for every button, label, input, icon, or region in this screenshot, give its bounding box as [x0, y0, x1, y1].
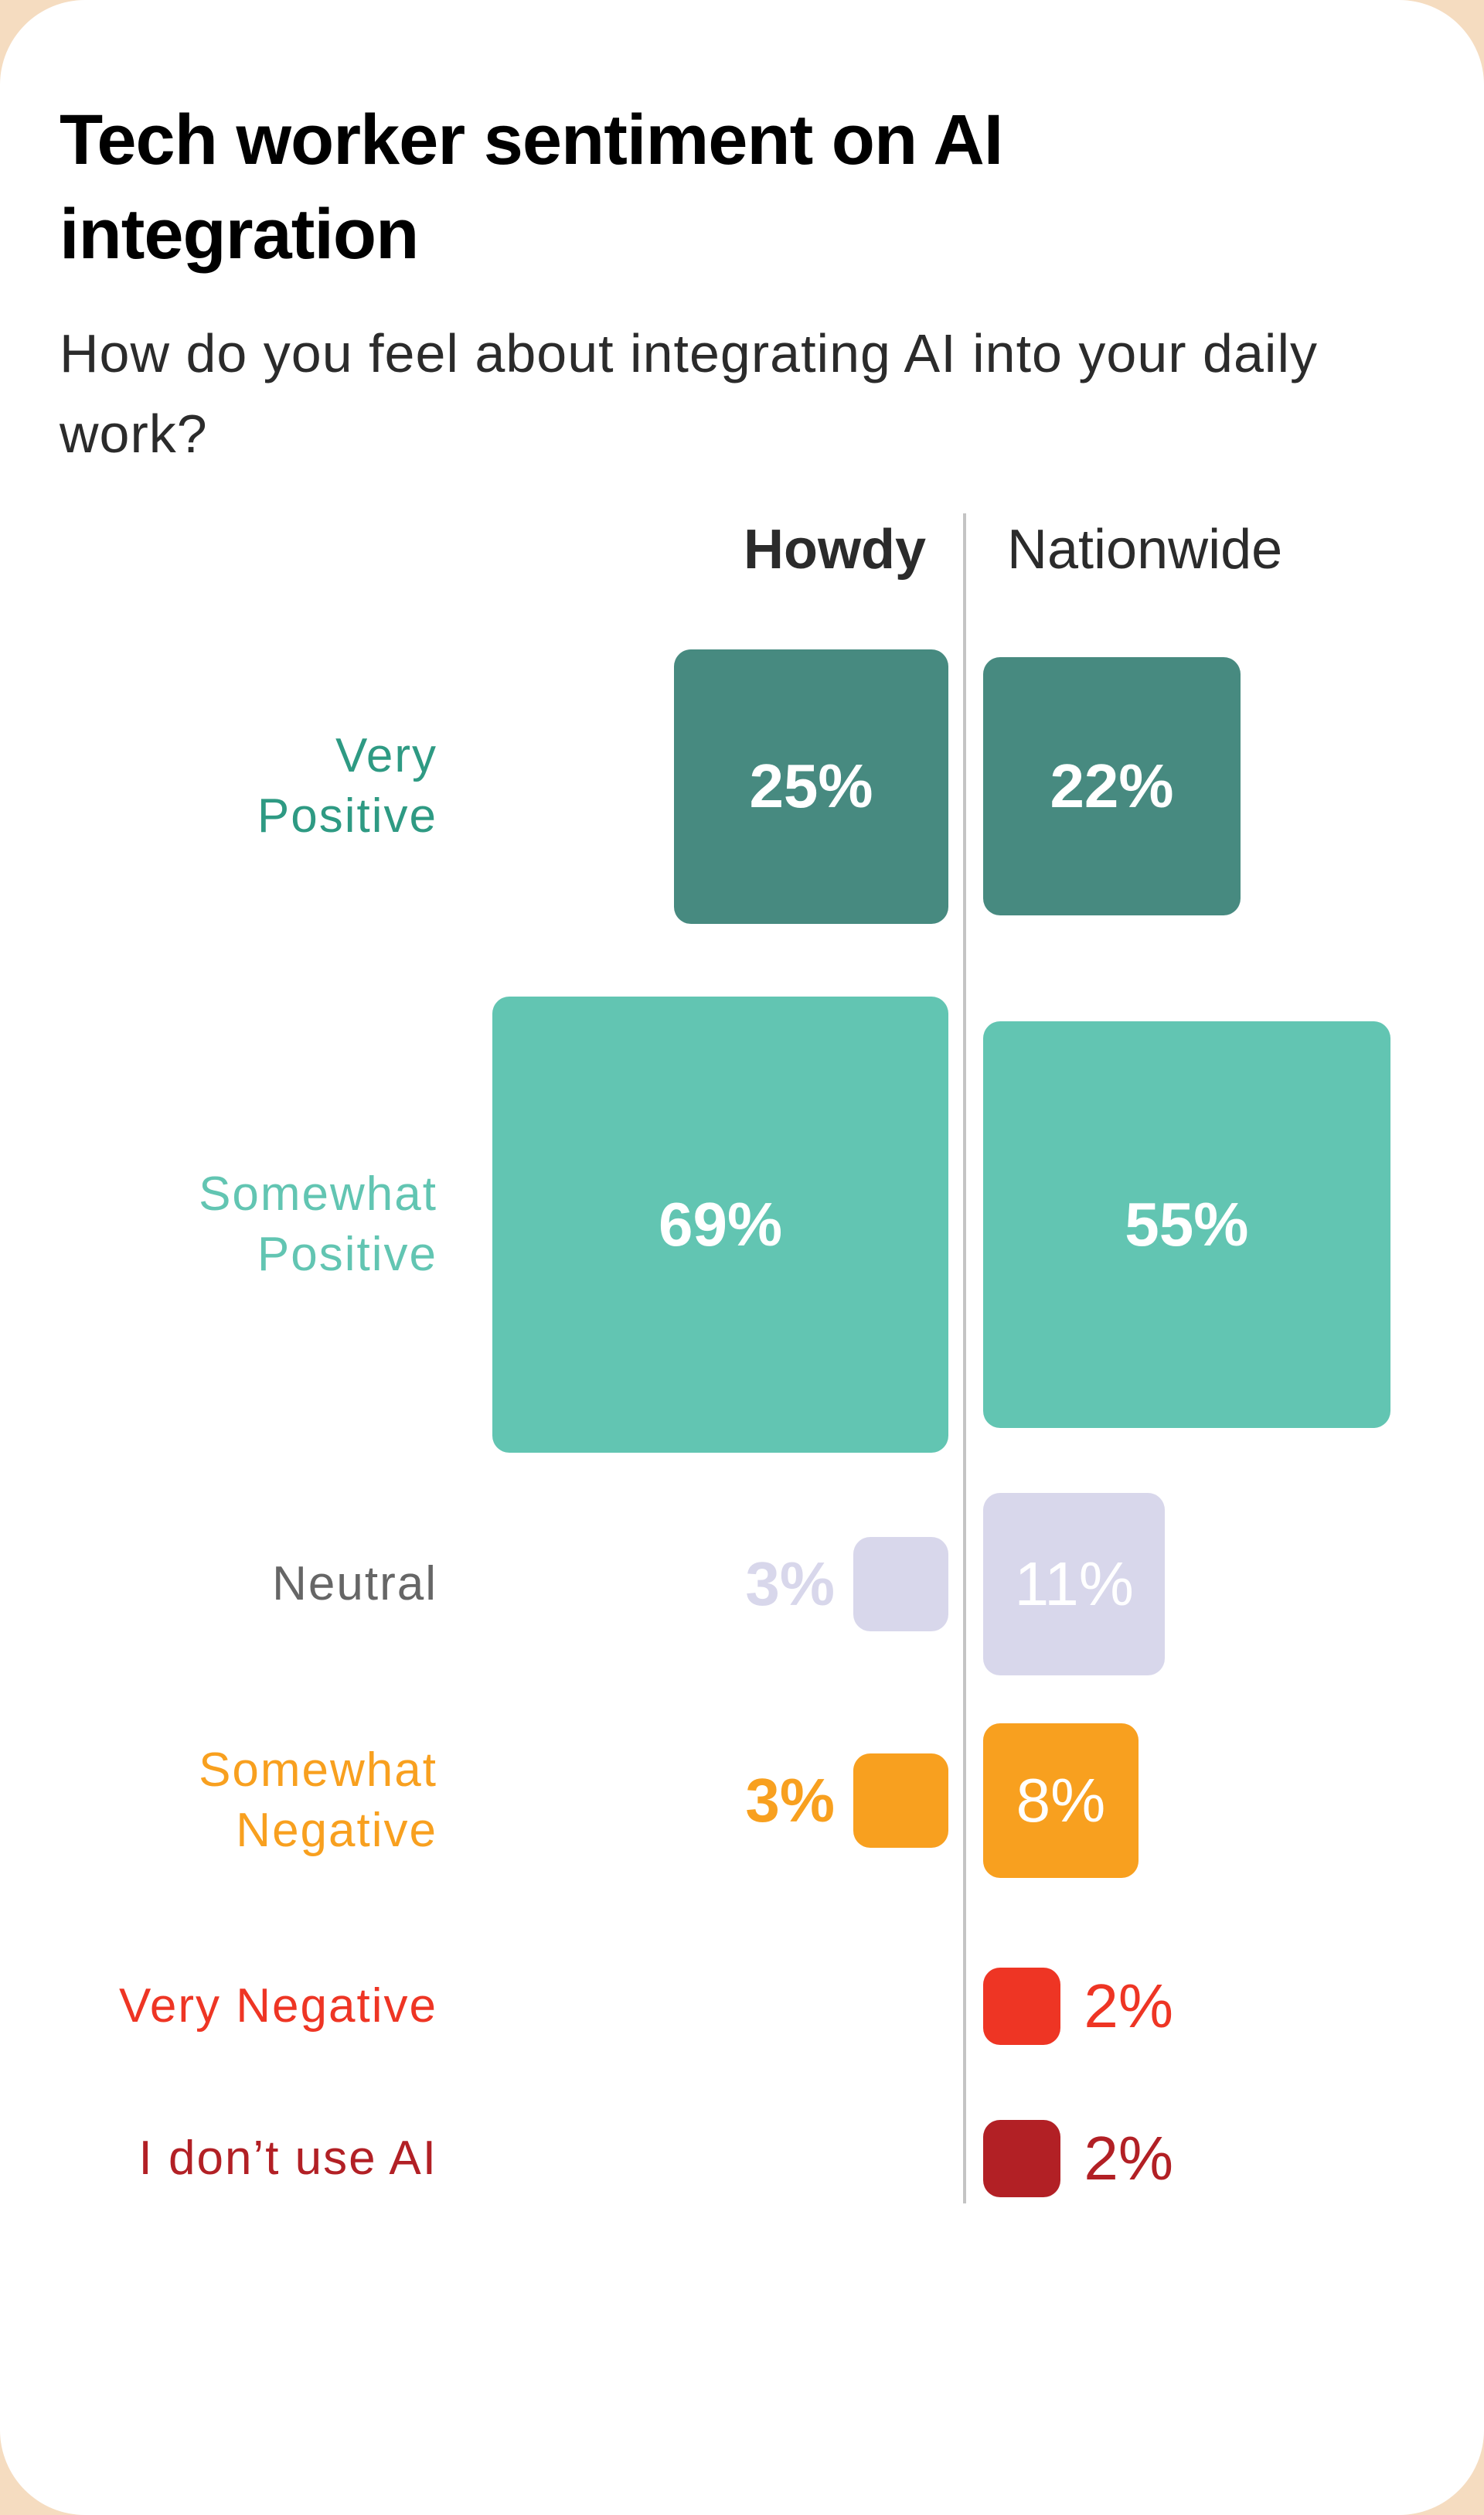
column-header-howdy: Howdy	[743, 519, 926, 581]
chart-subtitle: How do you feel about integrating AI int…	[60, 323, 1318, 464]
column-header-nationwide: Nationwide	[1007, 519, 1283, 581]
square-howdy-neutral	[853, 1536, 948, 1632]
category-label-line: Somewhat	[199, 1743, 437, 1797]
category-label-line: Positive	[257, 1228, 437, 1281]
category-label-line: I don’t use AI	[138, 2132, 437, 2185]
category-label-line: Very	[335, 729, 437, 782]
value-label-nationwide-very-positive: 22%	[1050, 751, 1174, 820]
category-label-somewhat-negative: Somewhat Negative	[199, 1740, 437, 1861]
chart-title: Tech worker sentiment on AI integration	[60, 101, 1003, 274]
category-label-line: Somewhat	[199, 1167, 437, 1221]
square-nationwide-i-don-t-use-ai	[983, 2119, 1061, 2198]
column-divider	[963, 513, 966, 2203]
category-label-line: Positive	[257, 789, 437, 843]
square-nationwide-somewhat-negative	[983, 1723, 1139, 1879]
square-nationwide-very-positive	[983, 657, 1241, 915]
square-nationwide-very-negative	[983, 1967, 1061, 2046]
category-label-very-positive: Very Positive	[257, 726, 437, 847]
category-label-neutral: Neutral	[272, 1554, 437, 1614]
category-label-very-negative: Very Negative	[119, 1976, 437, 2036]
value-label-nationwide-neutral: 11%	[1014, 1549, 1134, 1618]
square-howdy-somewhat-positive	[492, 997, 948, 1453]
category-label-line: Neutral	[272, 1557, 437, 1610]
value-label-howdy-neutral: 3%	[745, 1549, 836, 1618]
category-label-line: Very Negative	[119, 1979, 437, 2033]
category-label-line: Negative	[236, 1804, 437, 1857]
value-label-nationwide-somewhat-negative: 8%	[1016, 1766, 1106, 1835]
value-label-howdy-somewhat-negative: 3%	[745, 1766, 836, 1835]
value-label-nationwide-somewhat-positive: 55%	[1125, 1190, 1249, 1259]
category-label-i-don-t-use-ai: I don’t use AI	[139, 2128, 437, 2189]
value-label-howdy-very-positive: 25%	[749, 751, 873, 820]
category-label-somewhat-positive: Somewhat Positive	[199, 1164, 437, 1285]
value-label-nationwide-i-don-t-use-ai: 2%	[1084, 2124, 1174, 2193]
value-label-howdy-somewhat-positive: 69%	[659, 1190, 783, 1259]
square-howdy-somewhat-negative	[853, 1753, 948, 1849]
square-howdy-very-positive	[674, 649, 948, 924]
square-nationwide-somewhat-positive	[983, 1021, 1390, 1429]
square-nationwide-neutral	[983, 1493, 1166, 1675]
value-label-nationwide-very-negative: 2%	[1084, 1971, 1174, 2040]
